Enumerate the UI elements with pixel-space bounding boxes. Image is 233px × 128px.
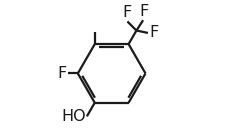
Text: F: F xyxy=(122,5,131,20)
Text: F: F xyxy=(57,66,66,81)
Text: F: F xyxy=(149,25,158,40)
Text: HO: HO xyxy=(61,109,86,124)
Text: F: F xyxy=(139,4,148,19)
